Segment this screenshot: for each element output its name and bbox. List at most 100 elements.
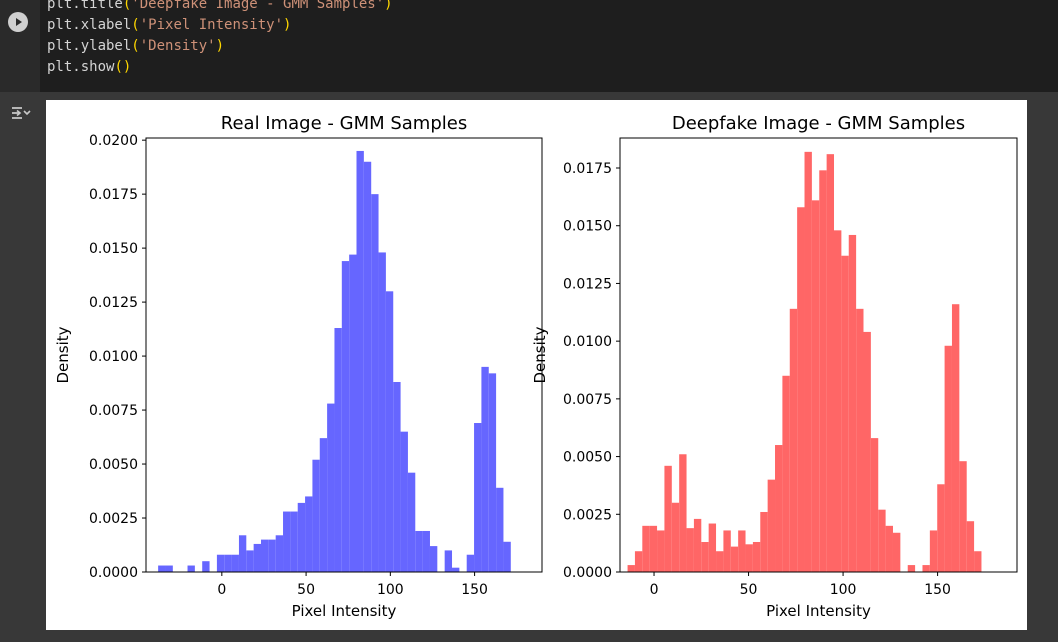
histogram-bar [649,525,658,572]
histogram-bar [974,551,982,572]
histogram-bar [944,345,952,572]
histogram-bar [922,565,930,572]
histogram-bar [686,528,694,572]
histogram-bar [246,550,254,572]
histogram-bar [848,234,857,572]
histogram-bar [268,539,276,572]
histogram-bar [782,375,790,572]
histogram-bar [745,544,753,572]
histogram-bar [466,554,475,572]
histogram-bar [283,511,291,572]
x-tick-label: 0 [650,582,659,598]
play-icon [16,18,22,26]
chart-title: Real Image - GMM Samples [221,113,467,134]
code-line: plt.title('Deepfake Image - GMM Samples'… [47,0,393,15]
histogram-bar [767,479,776,572]
histogram-bar [811,200,820,573]
x-tick-label: 100 [377,582,404,598]
histogram-bar [216,554,225,572]
x-axis-label: Pixel Intensity [292,602,397,620]
y-tick-label: 0.0025 [563,507,612,523]
code-token: plt.title [47,0,123,12]
histogram-bar [671,502,680,572]
histogram-bar [341,261,350,572]
histogram-bar [187,565,195,572]
code-token: () [114,59,132,75]
histogram-bar [966,521,975,572]
histogram-bar [760,511,768,572]
y-tick-label: 0.0125 [89,295,138,311]
histogram-bar [481,366,489,572]
y-tick-label: 0.0150 [89,241,138,257]
histogram-bar [202,561,210,572]
histogram-bar [863,331,871,572]
code-token: ) [384,0,393,12]
histogram-bar [826,154,835,572]
code-token: 'Pixel Intensity' [139,17,284,33]
y-tick-label: 0.0150 [563,219,612,235]
histogram-bar [305,496,313,572]
histogram-bar [841,255,849,572]
histogram-bar [385,291,394,572]
y-tick-label: 0.0075 [563,392,612,408]
code-cell[interactable]: plt.title('Deepfake Image - GMM Samples'… [0,0,1058,92]
cell-gutter [0,0,40,92]
histogram-bar [319,438,328,572]
histogram-bar [804,151,812,572]
x-axis-label: Pixel Intensity [766,602,871,620]
code-token: plt.ylabel [47,38,132,54]
histogram-bar [627,565,635,572]
histogram-bar [819,170,827,572]
histogram-bar [752,541,761,572]
histogram-bar [657,530,665,572]
histogram-bar [789,308,798,572]
histogram-bar [378,252,386,572]
y-tick-label: 0.0050 [89,457,138,473]
histogram-bar [664,465,672,572]
axes-frame [145,137,543,573]
y-tick-label: 0.0200 [89,133,138,149]
histogram-bar [260,539,269,572]
code-token: ) [215,38,225,54]
code-line: plt.show() [47,57,393,78]
histogram-bar [407,472,416,572]
chart-title: Deepfake Image - GMM Samples [672,113,965,134]
y-tick-label: 0.0000 [89,565,138,581]
code-token: plt.show [47,59,115,75]
chart-deepfake: 0.0000 0.0025 0.0050 0.0075 0.0100 0.0125 0.01… [531,113,1018,620]
y-tick-label: 0.0000 [563,565,612,581]
y-tick-label: 0.0125 [563,276,612,292]
histogram-bar [730,546,739,572]
x-tick-label: 0 [217,582,226,598]
histogram-bar [297,502,306,572]
histogram-bar [444,550,453,572]
y-tick-label: 0.0075 [89,403,138,419]
histogram-bar [797,207,805,572]
histogram-bar [275,535,284,572]
histogram-bar [334,328,342,572]
histogram-bar [775,445,783,572]
code-line: plt.ylabel('Density') [47,36,393,57]
histogram-bar [634,551,643,572]
y-tick-label: 0.0050 [563,450,612,466]
histogram-bar [951,304,960,572]
run-cell-button[interactable] [8,12,28,32]
histogram-bar [312,459,320,572]
histogram-bar [496,487,504,572]
histogram-bar [856,308,864,572]
histogram-bar [959,461,967,572]
output-toggle-icon[interactable] [8,102,32,124]
code-editor[interactable]: plt.title('Deepfake Image - GMM Samples'… [47,0,393,78]
histogram-bar [231,554,239,572]
histogram-bar [400,431,408,572]
histogram-bar [488,373,497,572]
histogram-bar [716,551,724,572]
histogram-bar [892,532,901,572]
histogram-bar [907,565,916,572]
x-tick-label: 50 [297,582,315,598]
histogram-bar [429,546,438,572]
histogram-bar [422,530,430,572]
histogram-bar [165,565,173,572]
histogram-bar [290,511,298,572]
histogram-bar [238,535,247,572]
